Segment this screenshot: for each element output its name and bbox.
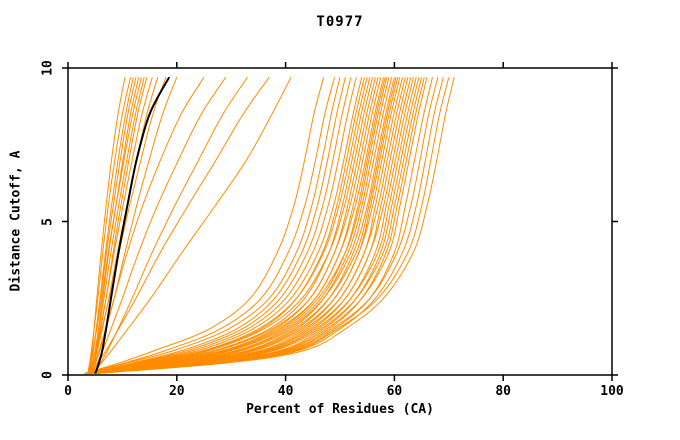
- model-curve: [94, 77, 428, 374]
- model-curve: [87, 77, 363, 374]
- x-tick-label: 60: [386, 384, 403, 399]
- model-curve: [91, 77, 409, 374]
- model-curve: [90, 77, 393, 374]
- model-curve: [88, 77, 374, 374]
- x-tick-label: 80: [495, 384, 512, 399]
- model-curve: [90, 77, 397, 374]
- model-curve: [90, 76, 205, 374]
- model-curve: [89, 77, 384, 374]
- x-tick-label: 20: [168, 384, 185, 399]
- y-tick-label: 10: [40, 60, 56, 76]
- model-curve: [91, 77, 401, 374]
- y-tick-label: 5: [40, 217, 56, 226]
- x-axis-label: Percent of Residues (CA): [246, 402, 434, 417]
- model-curve: [84, 77, 325, 374]
- model-curve: [94, 76, 248, 374]
- chart-title: T0977: [316, 14, 364, 30]
- model-curve: [86, 77, 346, 374]
- model-curve: [88, 77, 368, 374]
- model-curve: [89, 77, 134, 374]
- model-curve: [91, 77, 406, 374]
- model-curve: [85, 77, 336, 374]
- model-curve: [92, 77, 417, 374]
- model-curve: [95, 77, 455, 374]
- y-tick-label: 0: [40, 371, 56, 379]
- model-curve: [85, 77, 341, 374]
- x-tick-label: 40: [277, 384, 294, 399]
- model-curve: [92, 77, 412, 374]
- highlight-curve: [94, 76, 171, 374]
- model-curve: [87, 77, 142, 374]
- model-curve: [93, 77, 423, 374]
- model-curve: [92, 77, 178, 374]
- x-tick-label: 100: [600, 384, 624, 399]
- model-curve: [89, 77, 379, 374]
- model-curve: [87, 77, 132, 374]
- model-curve: [93, 76, 292, 374]
- model-curve: [86, 77, 352, 374]
- model-curve: [89, 77, 388, 374]
- x-tick-label: 0: [64, 384, 72, 399]
- model-curve: [95, 77, 450, 374]
- model-curve: [86, 77, 357, 374]
- model-curve: [94, 77, 439, 374]
